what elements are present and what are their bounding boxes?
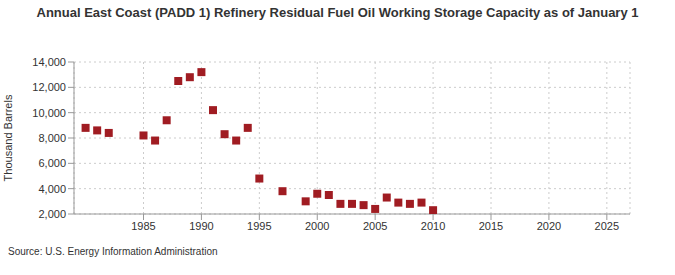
svg-text:2010: 2010 xyxy=(421,220,445,232)
svg-text:1985: 1985 xyxy=(131,220,155,232)
svg-text:14,000: 14,000 xyxy=(32,56,66,68)
svg-text:2000: 2000 xyxy=(305,220,329,232)
svg-text:1990: 1990 xyxy=(189,220,213,232)
svg-text:10,000: 10,000 xyxy=(32,107,66,119)
svg-text:2025: 2025 xyxy=(595,220,619,232)
svg-text:Thousand Barrels: Thousand Barrels xyxy=(8,94,14,181)
svg-text:8,000: 8,000 xyxy=(38,132,66,144)
svg-text:2020: 2020 xyxy=(537,220,561,232)
svg-text:2015: 2015 xyxy=(479,220,503,232)
svg-text:6,000: 6,000 xyxy=(38,157,66,169)
html-text:Annual East Coast (PADD 1) Ref: Annual East Coast (PADD 1) Refinery Resi… xyxy=(36,5,639,20)
svg-text:2,000: 2,000 xyxy=(38,208,66,220)
svg-text:12,000: 12,000 xyxy=(32,81,66,93)
html-text:Source: U.S. Energy Informatio: Source: U.S. Energy Information Administ… xyxy=(8,246,218,257)
svg-text:4,000: 4,000 xyxy=(38,183,66,195)
svg-text:1995: 1995 xyxy=(247,220,271,232)
svg-text:2005: 2005 xyxy=(363,220,387,232)
